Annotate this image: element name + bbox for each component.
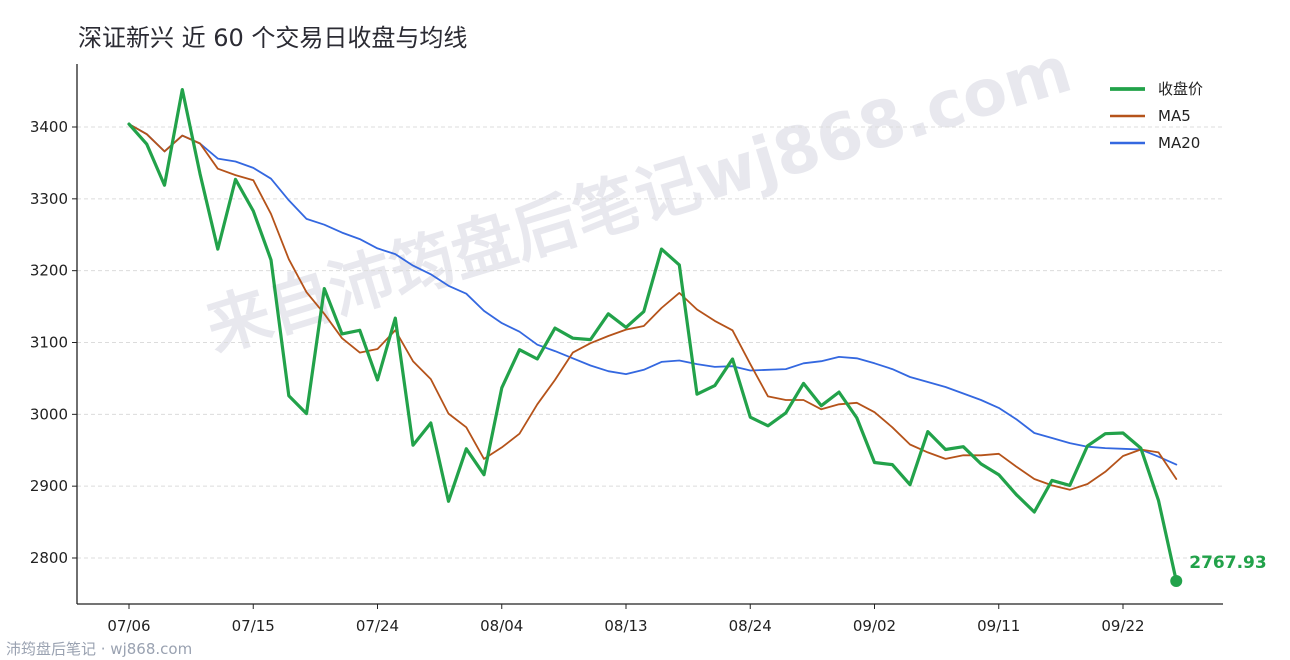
y-tick-label: 3400: [30, 118, 68, 136]
last-close-point: [1170, 575, 1183, 588]
legend-item-ma5: MA5: [1110, 107, 1191, 125]
series-lines: [127, 87, 1178, 583]
axes: [76, 64, 1223, 605]
grid: [77, 126, 1223, 559]
last-point: 2767.93: [1170, 553, 1267, 588]
x-tick-label: 09/22: [1101, 617, 1144, 635]
y-tick-label: 2900: [30, 477, 68, 495]
x-tick-label: 07/24: [356, 617, 399, 635]
x-tick-label: 08/04: [480, 617, 523, 635]
x-tick-label: 09/11: [977, 617, 1020, 635]
y-tick-label: 3200: [30, 262, 68, 280]
legend-label: 收盘价: [1158, 80, 1203, 98]
footer-source: 沛筠盘后笔记 · wj868.com: [6, 640, 193, 658]
y-tick-label: 3000: [30, 405, 68, 423]
series-close-line: [127, 87, 1178, 583]
y-axis-ticks: 2800 2900 3000 3100 3200 3300 3400: [30, 118, 77, 567]
y-tick-label: 3300: [30, 190, 68, 208]
y-tick-label: 2800: [30, 549, 68, 567]
x-axis-ticks: 07/06 07/15 07/24 08/04 08/13 08/24 09/02 09/11…: [107, 604, 1145, 635]
x-tick-label: 08/13: [604, 617, 647, 635]
x-tick-label: 08/24: [729, 617, 772, 635]
legend-item-ma20: MA20: [1110, 134, 1200, 152]
legend: 收盘价 MA5 MA20: [1110, 80, 1203, 152]
x-tick-label: 07/06: [107, 617, 150, 635]
series-ma5-line: [128, 123, 1178, 491]
x-tick-label: 09/02: [853, 617, 896, 635]
legend-item-close: 收盘价: [1110, 80, 1203, 98]
series-ma20-line: [128, 123, 1178, 466]
legend-label: MA20: [1158, 134, 1200, 152]
y-tick-label: 3100: [30, 334, 68, 352]
legend-label: MA5: [1158, 107, 1191, 125]
chart-title: 深证新兴 近 60 个交易日收盘与均线: [78, 24, 468, 52]
x-tick-label: 07/15: [232, 617, 275, 635]
last-close-label: 2767.93: [1189, 553, 1266, 573]
